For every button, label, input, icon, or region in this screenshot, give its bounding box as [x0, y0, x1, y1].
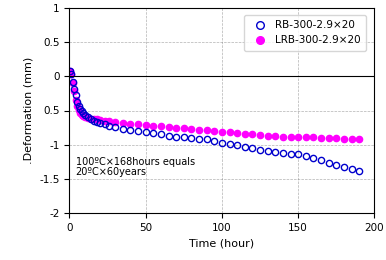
Text: 100ºC×168hours equals: 100ºC×168hours equals	[76, 157, 195, 167]
RB-300-2.9×20	[98, 121, 102, 124]
RB-300-2.9×20	[85, 116, 90, 119]
LRB-300-2.9×20	[102, 119, 107, 122]
LRB-300-2.9×20	[349, 137, 354, 140]
LRB-300-2.9×20	[250, 133, 255, 136]
LRB-300-2.9×20	[68, 69, 73, 72]
Y-axis label: .Deformation (mm): .Deformation (mm)	[24, 57, 34, 164]
RB-300-2.9×20	[250, 147, 255, 150]
Line: LRB-300-2.9×20: LRB-300-2.9×20	[67, 68, 362, 142]
Line: RB-300-2.9×20: RB-300-2.9×20	[67, 68, 362, 174]
LRB-300-2.9×20	[227, 131, 232, 134]
LRB-300-2.9×20	[98, 119, 102, 122]
RB-300-2.9×20	[68, 69, 73, 72]
LRB-300-2.9×20	[357, 138, 361, 141]
RB-300-2.9×20	[227, 142, 232, 146]
RB-300-2.9×20	[349, 168, 354, 171]
X-axis label: Time (hour): Time (hour)	[190, 238, 254, 249]
Text: 20ºC×60years: 20ºC×60years	[76, 167, 147, 177]
LRB-300-2.9×20	[85, 116, 90, 120]
RB-300-2.9×20	[357, 170, 361, 173]
Legend: RB-300-2.9×20, LRB-300-2.9×20: RB-300-2.9×20, LRB-300-2.9×20	[244, 15, 366, 51]
RB-300-2.9×20	[102, 123, 107, 126]
